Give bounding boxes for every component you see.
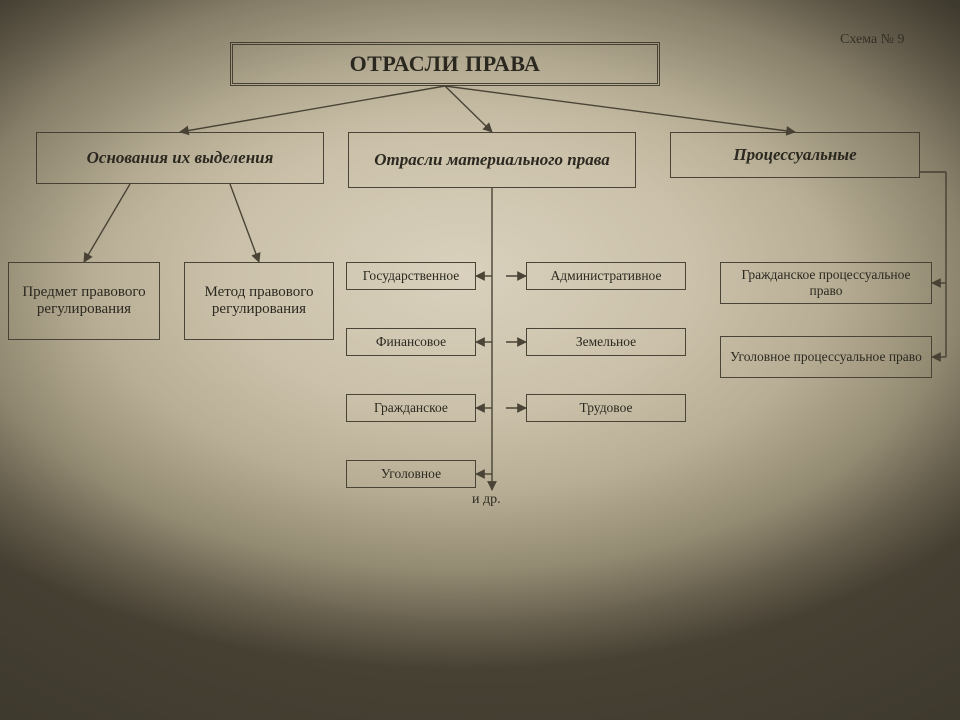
scheme-number-label: Схема № 9 <box>840 32 905 48</box>
etc-label: и др. <box>472 492 501 508</box>
node-m1r: Административное <box>526 262 686 290</box>
node-col1: Основания их выделения <box>36 132 324 184</box>
node-m2r: Земельное <box>526 328 686 356</box>
node-m3r: Трудовое <box>526 394 686 422</box>
node-col3: Процессуальные <box>670 132 920 178</box>
node-p2: Уголовное процессуальное право <box>720 336 932 378</box>
node-m3l: Гражданское <box>346 394 476 422</box>
node-p1: Гражданское процессуальное право <box>720 262 932 304</box>
node-l1b: Метод правового регулирования <box>184 262 334 340</box>
node-root: ОТРАСЛИ ПРАВА <box>230 42 660 86</box>
node-l1a: Предмет правового регулирования <box>8 262 160 340</box>
node-m4l: Уголовное <box>346 460 476 488</box>
node-col2: Отрасли материального права <box>348 132 636 188</box>
node-m1l: Государственное <box>346 262 476 290</box>
node-m2l: Финансовое <box>346 328 476 356</box>
